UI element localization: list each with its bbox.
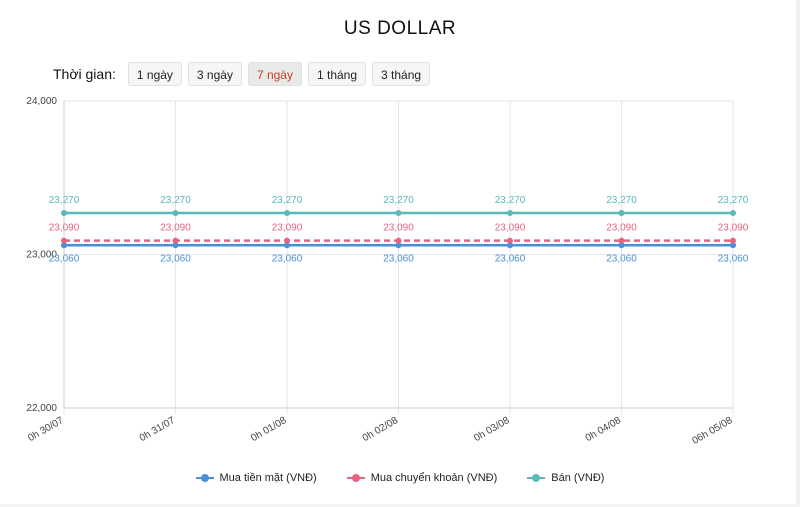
data-label-buy-cash: 23,060: [718, 253, 749, 264]
data-point-sell: [730, 210, 736, 217]
legend-dot-sell: [532, 474, 541, 482]
chart-title: US DOLLAR: [343, 18, 457, 39]
y-tick-label: 23,000: [26, 250, 57, 261]
legend-dot-buy-cash: [200, 474, 209, 482]
exchange-rate-chart: 22,000 23,000 24,000 0h 30/07 0h 31/07 0h 01/…: [26, 96, 749, 447]
legend-swatch-buy-cash: [195, 473, 214, 483]
period-label: Thời gian:: [53, 66, 116, 82]
data-point-buy-cash: [730, 242, 736, 249]
data-point-buy-cash: [61, 242, 67, 249]
legend-swatch-buy-transfer: [346, 473, 365, 483]
legend-dot-buy-transfer: [351, 474, 360, 482]
data-point-buy-transfer: [730, 237, 736, 244]
data-label-buy-transfer: 23,090: [383, 223, 414, 234]
legend-item-sell[interactable]: Bán (VNĐ): [527, 472, 604, 484]
y-tick-label: 24,000: [26, 96, 57, 107]
period-1-month-button[interactable]: 1 tháng: [307, 62, 367, 86]
data-label-sell: 23,270: [49, 195, 80, 206]
legend-label-buy-cash: Mua tiền mặt (VNĐ): [219, 472, 317, 484]
period-3-months-button[interactable]: 3 tháng: [372, 62, 431, 86]
x-tick-label: 0h 02/08: [361, 415, 401, 444]
y-tick-label: 22,000: [26, 403, 57, 414]
data-point-sell: [284, 210, 290, 217]
data-label-sell: 23,270: [272, 195, 303, 206]
data-point-sell: [395, 210, 402, 217]
x-tick-label: 0h 01/08: [249, 415, 289, 444]
x-tick-label: 0h 04/08: [584, 415, 624, 444]
period-selector: Thời gian: 1 ngày 3 ngày 7 ngày 1 tháng …: [53, 62, 431, 86]
data-point-buy-transfer: [507, 237, 513, 244]
data-label-buy-transfer: 23,090: [606, 223, 637, 234]
data-label-buy-transfer: 23,090: [495, 223, 526, 234]
period-3-days-button[interactable]: 3 ngày: [187, 62, 242, 86]
data-point-buy-transfer: [61, 237, 67, 244]
data-point-buy-cash: [395, 242, 402, 249]
legend-swatch-sell: [527, 473, 546, 483]
legend-label-sell: Bán (VNĐ): [551, 472, 605, 484]
chart-legend: Mua tiền mặt (VNĐ) Mua chuyển khoản (VNĐ…: [0, 472, 800, 484]
data-label-sell: 23,270: [383, 195, 414, 206]
period-1-day-button[interactable]: 1 ngày: [127, 62, 182, 86]
data-label-buy-cash: 23,060: [160, 253, 191, 264]
data-point-buy-cash: [284, 242, 290, 249]
data-point-buy-cash: [172, 242, 179, 249]
data-point-sell: [507, 210, 513, 217]
page-edge-right: [796, 0, 800, 507]
data-point-buy-transfer: [618, 237, 625, 244]
data-point-sell: [618, 210, 625, 217]
page-edge-bottom: [0, 504, 800, 507]
data-point-buy-transfer: [284, 237, 290, 244]
legend-item-buy-transfer[interactable]: Mua chuyển khoản (VNĐ): [346, 472, 498, 484]
data-label-buy-cash: 23,060: [49, 253, 80, 264]
data-label-buy-cash: 23,060: [383, 253, 414, 264]
x-tick-label: 0h 30/07: [26, 415, 66, 444]
data-label-buy-cash: 23,060: [606, 253, 637, 264]
data-label-sell: 23,270: [160, 195, 191, 206]
data-label-buy-cash: 23,060: [272, 253, 303, 264]
data-label-buy-transfer: 23,090: [718, 223, 749, 234]
x-tick-label: 0h 31/07: [138, 415, 178, 444]
data-point-buy-transfer: [395, 237, 402, 244]
data-label-buy-cash: 23,060: [495, 253, 526, 264]
data-point-sell: [61, 210, 67, 217]
data-label-buy-transfer: 23,090: [49, 223, 80, 234]
data-label-sell: 23,270: [495, 195, 526, 206]
data-point-buy-cash: [618, 242, 625, 249]
x-tick-label: 06h 05/08: [690, 415, 734, 447]
data-point-buy-cash: [507, 242, 513, 249]
data-label-buy-transfer: 23,090: [160, 223, 191, 234]
data-label-sell: 23,270: [606, 195, 637, 206]
data-label-sell: 23,270: [718, 195, 749, 206]
data-point-sell: [172, 210, 179, 217]
x-tick-label: 0h 03/08: [472, 415, 512, 444]
legend-item-buy-cash[interactable]: Mua tiền mặt (VNĐ): [195, 472, 317, 484]
data-label-buy-transfer: 23,090: [272, 223, 303, 234]
legend-label-buy-transfer: Mua chuyển khoản (VNĐ): [370, 472, 498, 484]
period-7-days-button[interactable]: 7 ngày: [247, 62, 302, 86]
data-point-buy-transfer: [172, 237, 179, 244]
